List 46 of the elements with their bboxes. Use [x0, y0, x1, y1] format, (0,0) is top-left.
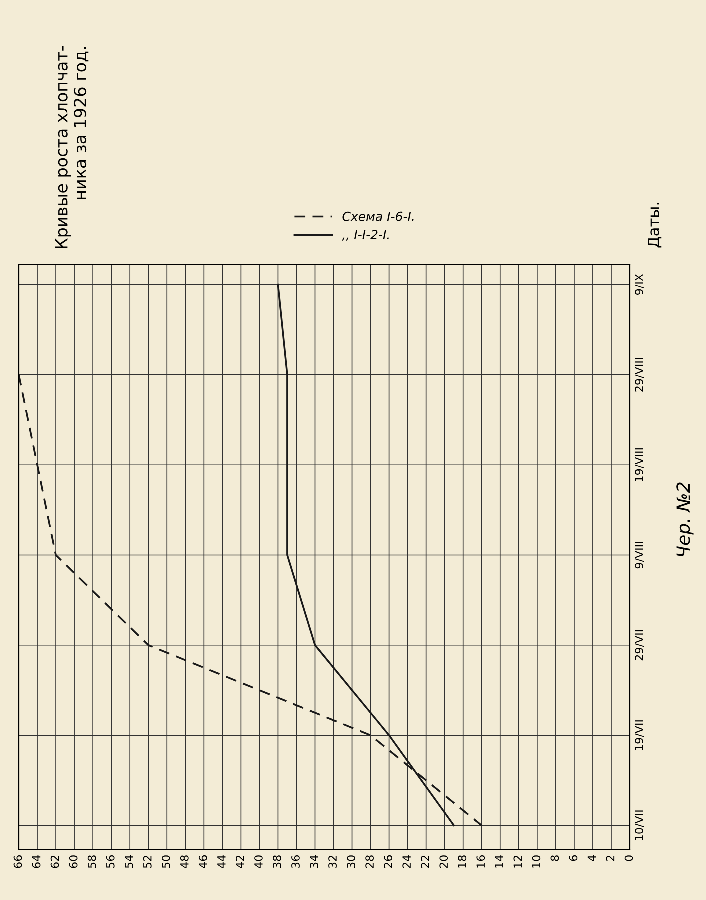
text: Чер. №2 [676, 482, 694, 556]
x-tick-label: 64 [32, 855, 41, 868]
x-tick-label: 10 [532, 856, 541, 868]
chart-title: Кривые роста хлопчат- ника за 1926 год. [56, 46, 89, 248]
x-tick-label: 18 [458, 856, 467, 868]
x-tick-label: 56 [106, 856, 115, 868]
y-tick-label: 10/VII [635, 810, 644, 840]
x-tick-label: 0 [624, 856, 634, 862]
x-tick-label: 28 [366, 856, 374, 868]
x-tick-label: 2 [606, 856, 615, 862]
x-tick-label: 42 [236, 856, 244, 868]
x-tick-label: 34 [310, 855, 318, 868]
x-tick-label: 36 [292, 856, 300, 868]
x-tick-label: 22 [421, 856, 430, 868]
x-tick-label: 66 [14, 856, 22, 868]
legend-label: ,, I-I-2-I. [342, 230, 389, 241]
x-tick-label: 8 [550, 856, 560, 862]
x-tick-label: 24 [402, 855, 411, 868]
x-tick-label: 50 [162, 856, 170, 868]
y-tick-label: 19/VIII [635, 448, 644, 482]
legend-label: Схема I-6-I. [342, 212, 414, 222]
x-tick-label: 38 [273, 856, 282, 868]
x-tick-label: 14 [495, 855, 504, 868]
x-tick-label: 52 [143, 856, 152, 868]
y-tick-label: 9/IX [635, 274, 644, 295]
x-tick-label: 48 [180, 856, 189, 868]
x-tick-label: 6 [569, 856, 578, 862]
y-tick-label: 19/VII [635, 720, 644, 750]
y-tick-label: 9/VIII [635, 542, 644, 569]
y-axis-title: Даты. [648, 203, 662, 248]
x-tick-label: 30 [347, 856, 356, 868]
x-tick-label: 54 [125, 855, 134, 868]
x-tick-label: 46 [198, 856, 208, 868]
x-tick-label: 20 [440, 856, 448, 868]
x-tick-label: 40 [254, 856, 263, 868]
y-tick-label: 29/VII [635, 630, 644, 661]
x-tick-label: 62 [50, 856, 60, 868]
x-tick-label: 44 [218, 855, 226, 868]
x-tick-label: 4 [588, 855, 596, 862]
y-tick-label: 29/VIII [635, 358, 644, 392]
x-tick-label: 12 [514, 856, 522, 868]
x-tick-label: 58 [88, 856, 96, 868]
x-tick-label: 16 [476, 856, 486, 868]
x-tick-label: 32 [328, 856, 337, 868]
x-tick-label: 60 [69, 856, 78, 868]
x-tick-label: 26 [384, 856, 393, 868]
